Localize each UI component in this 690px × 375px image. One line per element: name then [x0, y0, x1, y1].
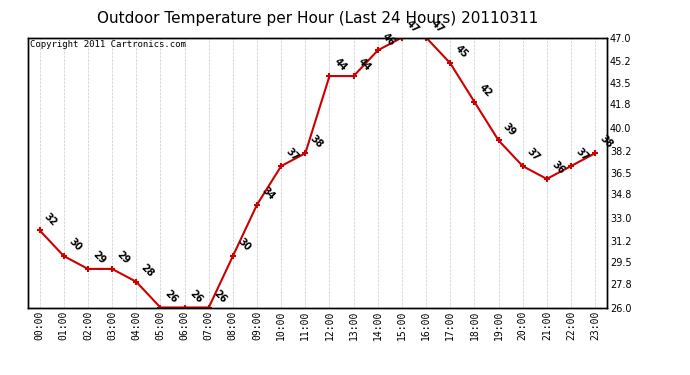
Text: 37: 37	[284, 147, 301, 163]
Text: 28: 28	[139, 262, 156, 279]
Text: Copyright 2011 Cartronics.com: Copyright 2011 Cartronics.com	[30, 40, 186, 49]
Text: 29: 29	[115, 249, 132, 266]
Text: 26: 26	[188, 288, 204, 305]
Text: 37: 37	[574, 147, 591, 163]
Text: 37: 37	[526, 147, 542, 163]
Text: 38: 38	[308, 134, 325, 150]
Text: 44: 44	[333, 57, 349, 73]
Text: 36: 36	[550, 159, 566, 176]
Text: 42: 42	[477, 82, 494, 99]
Text: 26: 26	[212, 288, 228, 305]
Text: 46: 46	[381, 31, 397, 48]
Text: 34: 34	[260, 185, 277, 202]
Text: 47: 47	[405, 18, 422, 35]
Text: 30: 30	[67, 237, 83, 253]
Text: 38: 38	[598, 134, 615, 150]
Text: 45: 45	[453, 44, 470, 60]
Text: 29: 29	[91, 249, 108, 266]
Text: 47: 47	[429, 18, 446, 35]
Text: 30: 30	[236, 237, 253, 253]
Text: 39: 39	[502, 121, 518, 138]
Text: 44: 44	[357, 57, 373, 73]
Text: Outdoor Temperature per Hour (Last 24 Hours) 20110311: Outdoor Temperature per Hour (Last 24 Ho…	[97, 11, 538, 26]
Text: 26: 26	[164, 288, 180, 305]
Text: 32: 32	[43, 211, 59, 228]
